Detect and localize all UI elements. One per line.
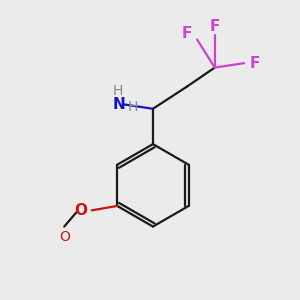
Text: H: H <box>127 100 137 114</box>
Text: F: F <box>210 19 220 34</box>
Text: O: O <box>74 203 88 218</box>
Text: N: N <box>113 97 125 112</box>
Text: F: F <box>249 56 260 70</box>
Text: H: H <box>112 84 123 98</box>
Text: F: F <box>182 26 192 41</box>
Text: O: O <box>59 230 70 244</box>
